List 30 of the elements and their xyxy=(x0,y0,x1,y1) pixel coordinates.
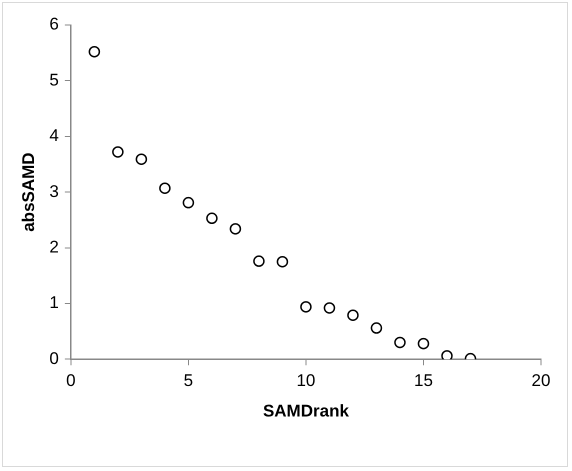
x-tick-label: 20 xyxy=(532,371,550,390)
point xyxy=(418,338,430,350)
y-tick-label: 6 xyxy=(49,14,59,34)
point xyxy=(394,336,406,348)
point xyxy=(441,350,453,360)
point xyxy=(136,153,148,165)
x-tick-label: 10 xyxy=(296,371,316,390)
point xyxy=(159,182,171,194)
point xyxy=(230,223,242,235)
point xyxy=(324,302,336,314)
y-tick-label: 4 xyxy=(49,126,59,146)
x-tick-label: 5 xyxy=(184,371,194,390)
point xyxy=(112,146,124,158)
x-tick-label: 0 xyxy=(66,371,76,390)
y-tick-label: 1 xyxy=(49,293,59,312)
y-tick-label: 3 xyxy=(49,182,59,201)
point xyxy=(300,301,312,313)
point xyxy=(253,255,265,267)
x-axis-title: SAMDrank xyxy=(262,401,350,420)
y-tick-label: 0 xyxy=(49,348,59,368)
point xyxy=(276,256,288,268)
point xyxy=(370,322,382,334)
y-axis-title: absSAMD xyxy=(18,152,38,232)
point xyxy=(206,212,218,224)
point xyxy=(182,196,194,208)
x-tick-label: 15 xyxy=(414,371,433,390)
point xyxy=(347,309,359,321)
y-tick-label: 2 xyxy=(49,237,59,256)
point xyxy=(88,46,100,58)
y-tick-label: 5 xyxy=(49,70,59,90)
